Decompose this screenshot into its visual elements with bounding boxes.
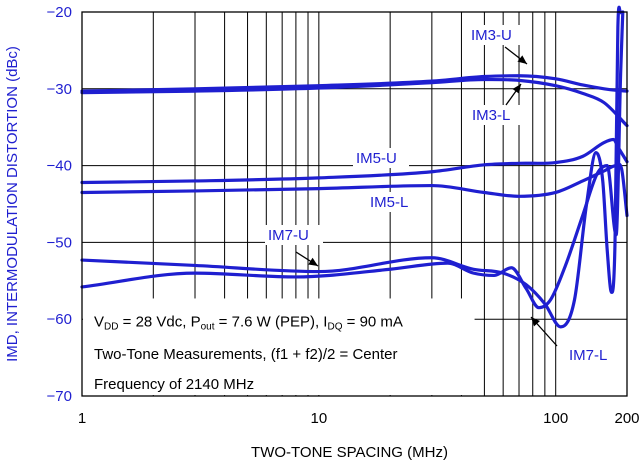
label-im7-u-background [265,225,323,245]
note-fragment: DD [104,322,118,333]
label-im7-u: IM7-U [268,227,309,244]
label-im5-u-background [353,148,409,168]
series-im7-u-line [80,5,623,329]
y-axis-title: IMD, INTERMODULATION DISTORTION (dBc) [4,46,21,362]
note-line: VDD = 28 Vdc, Pout = 7.6 W (PEP), IDQ = … [94,314,403,333]
note-fragment: Frequency of 2140 MHz [94,376,254,393]
conditions-note: VDD = 28 Vdc, Pout = 7.6 W (PEP), IDQ = … [83,298,475,395]
series-im7-l-line [80,10,625,310]
label-im5-l: IM5-L [370,194,408,211]
arrowhead-im7-l [531,317,540,327]
y-tick-label: −30 [47,81,72,98]
note-fragment: DQ [327,322,342,333]
label-im3-u: IM3-U [471,27,512,44]
note-fragment: = 7.6 W (PEP), I [215,314,328,331]
label-im3-u-background [468,25,526,45]
note-fragment: V [94,314,104,331]
label-im3-l: IM3-L [472,107,510,124]
series-im3-l-line [80,77,629,128]
plot-frame [81,11,628,397]
note-background [83,298,475,395]
label-im5-u: IM5-U [356,150,397,167]
note-line: Two-Tone Measurements, (f1 + f2)/2 = Cen… [94,346,397,363]
series-lines [80,5,629,329]
label-im7-l-background [566,345,622,365]
series-im3-u-line [80,74,629,93]
note-fragment: = 28 Vdc, P [118,314,200,331]
y-tick-label: −70 [47,388,72,405]
y-tick-label: −50 [47,234,72,251]
y-tick-label: −40 [47,158,72,175]
x-axis-title: TWO-TONE SPACING (MHz) [251,444,448,461]
x-tick-label: 10 [311,410,328,427]
y-tick-label: −60 [47,311,72,328]
x-tick-label: 100 [543,410,568,427]
x-tick-label: 1 [78,410,86,427]
note-fragment: Two-Tone Measurements, (f1 + f2)/2 = Cen… [94,346,397,363]
x-tick-label: 200 [614,410,639,427]
arrowhead-im3-u [517,55,527,64]
arrowhead-im7-u [308,257,318,266]
arrowhead-im3-l [512,84,521,94]
y-tick-label: −20 [47,4,72,21]
label-im7-l: IM7-L [569,347,607,364]
label-im3-l-background [469,105,525,125]
note-line: Frequency of 2140 MHz [94,376,254,393]
series-annotations: IM3-U IM3-L IM5-U IM5-L IM7-U IM7-L [265,25,622,365]
note-fragment: out [201,322,215,333]
series-im5-u-line [80,137,629,185]
axes: 1 10 100 200 −20 −30 −40 −50 −60 −70 TWO-TONE SPAC… [4,4,639,461]
label-im5-l-background [367,192,423,212]
note-fragment: = 90 mA [342,314,402,331]
